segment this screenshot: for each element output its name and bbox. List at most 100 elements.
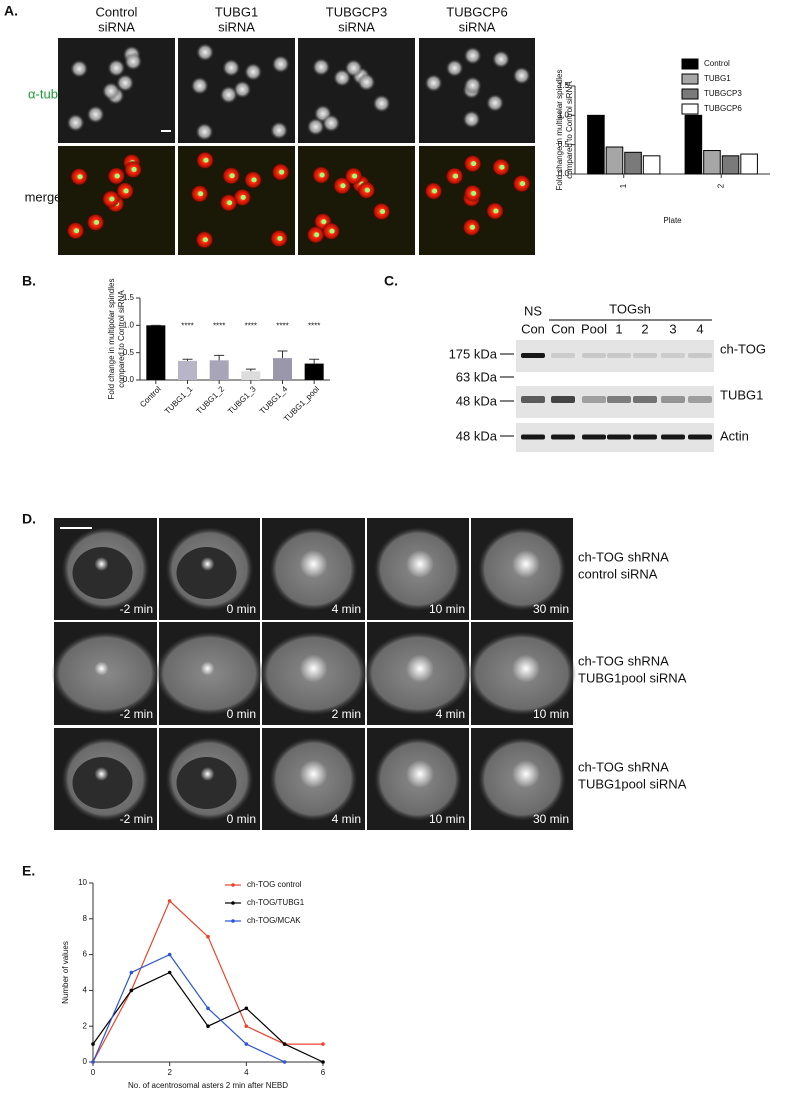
y-tick-label: 8 bbox=[83, 914, 88, 923]
cell bbox=[124, 52, 143, 71]
x-tick-label: Control bbox=[138, 384, 163, 409]
legend-label: Control bbox=[704, 59, 730, 68]
x-tick-label: TUBG1_4 bbox=[258, 384, 290, 416]
significance: **** bbox=[276, 322, 288, 331]
band bbox=[582, 396, 606, 403]
spindle bbox=[277, 235, 283, 241]
band bbox=[551, 396, 575, 403]
x-tick-label: 6 bbox=[321, 1068, 326, 1077]
error-bar bbox=[277, 350, 288, 359]
x-tick-label: 2 bbox=[716, 183, 725, 188]
bar bbox=[304, 363, 324, 380]
point bbox=[244, 1006, 249, 1011]
time-label: 4 min bbox=[332, 812, 361, 826]
cell bbox=[195, 122, 214, 141]
bar bbox=[209, 360, 229, 380]
micrograph bbox=[298, 38, 415, 143]
spindle bbox=[499, 164, 505, 170]
bar bbox=[624, 151, 642, 175]
cell bbox=[107, 58, 126, 77]
column-label: siRNA bbox=[98, 19, 135, 34]
bar bbox=[605, 146, 624, 175]
point bbox=[129, 970, 134, 975]
time-label: 0 min bbox=[227, 602, 256, 616]
spindle bbox=[279, 169, 285, 175]
point bbox=[206, 934, 210, 939]
band bbox=[607, 353, 631, 358]
legend-label: TUBG1 bbox=[704, 74, 731, 83]
y-tick-label: 1.5 bbox=[123, 293, 135, 302]
time-label: 10 min bbox=[429, 602, 465, 616]
time-label: 2 min bbox=[332, 707, 361, 721]
micrograph bbox=[419, 146, 535, 255]
spindle bbox=[470, 224, 476, 230]
spindle bbox=[520, 181, 526, 187]
cell bbox=[463, 46, 482, 65]
cell bbox=[445, 59, 464, 78]
x-tick-label: 0 bbox=[91, 1068, 96, 1077]
point bbox=[244, 1042, 249, 1046]
x-tick-label: 1 bbox=[619, 183, 628, 188]
y-tick-label: 4 bbox=[83, 986, 88, 995]
spindle bbox=[299, 654, 328, 683]
nucleus bbox=[72, 547, 133, 599]
error-bar bbox=[182, 358, 193, 361]
band bbox=[607, 434, 631, 440]
time-label: 4 min bbox=[436, 707, 465, 721]
significance: **** bbox=[308, 322, 320, 331]
error-bar bbox=[245, 368, 256, 372]
y-axis-label: compared to Control siRNA bbox=[117, 290, 126, 388]
mw-marker: 175 kDa bbox=[449, 346, 498, 361]
legend-swatch bbox=[681, 103, 699, 115]
column-label: TUBGCP6 bbox=[446, 4, 507, 19]
spindle bbox=[240, 194, 246, 200]
band bbox=[661, 434, 685, 440]
x-tick-label: TUBG1_1 bbox=[163, 384, 195, 416]
band bbox=[633, 353, 657, 358]
spindle bbox=[406, 760, 434, 788]
cell bbox=[462, 110, 481, 129]
x-tick-label: TUBG1_2 bbox=[195, 384, 227, 416]
point bbox=[282, 1060, 287, 1064]
time-label: 4 min bbox=[332, 602, 361, 616]
nucleus bbox=[72, 757, 133, 809]
band bbox=[688, 353, 712, 358]
spindle bbox=[340, 183, 346, 189]
spindle bbox=[352, 173, 358, 179]
y-tick-label: 0.5 bbox=[123, 348, 135, 357]
row-label: merge bbox=[25, 189, 62, 204]
bar bbox=[740, 153, 758, 175]
spindle bbox=[131, 166, 137, 172]
x-axis-label: No. of acentrosomal asters 2 min after N… bbox=[128, 1081, 288, 1090]
spindle bbox=[432, 188, 438, 194]
cell bbox=[222, 58, 241, 77]
legend-label: ch-TOG/MCAK bbox=[247, 916, 301, 925]
cell bbox=[66, 113, 85, 132]
significance: **** bbox=[245, 322, 257, 331]
spindle bbox=[200, 557, 215, 571]
legend-swatch bbox=[681, 73, 699, 85]
bar bbox=[241, 371, 261, 380]
time-label: 30 min bbox=[533, 602, 569, 616]
x-tick-label: 2 bbox=[167, 1068, 172, 1077]
band bbox=[661, 396, 685, 403]
band bbox=[582, 353, 606, 358]
spindle bbox=[493, 208, 499, 214]
lane-label: 1 bbox=[615, 321, 622, 336]
row-label: control siRNA bbox=[578, 566, 658, 581]
error-bar bbox=[214, 354, 225, 361]
row-label: α-tub bbox=[28, 86, 58, 101]
point bbox=[129, 988, 134, 993]
band bbox=[688, 434, 712, 440]
spindle bbox=[94, 557, 109, 571]
bar bbox=[146, 325, 166, 380]
spindle bbox=[364, 187, 370, 193]
spindle bbox=[319, 172, 325, 178]
cell bbox=[492, 50, 511, 69]
y-tick-label: 1.5 bbox=[558, 81, 570, 90]
spindle bbox=[453, 173, 459, 179]
nucleus bbox=[176, 757, 237, 809]
cell bbox=[424, 74, 443, 93]
y-tick-label: 0.0 bbox=[123, 375, 135, 384]
spindle bbox=[200, 767, 215, 781]
